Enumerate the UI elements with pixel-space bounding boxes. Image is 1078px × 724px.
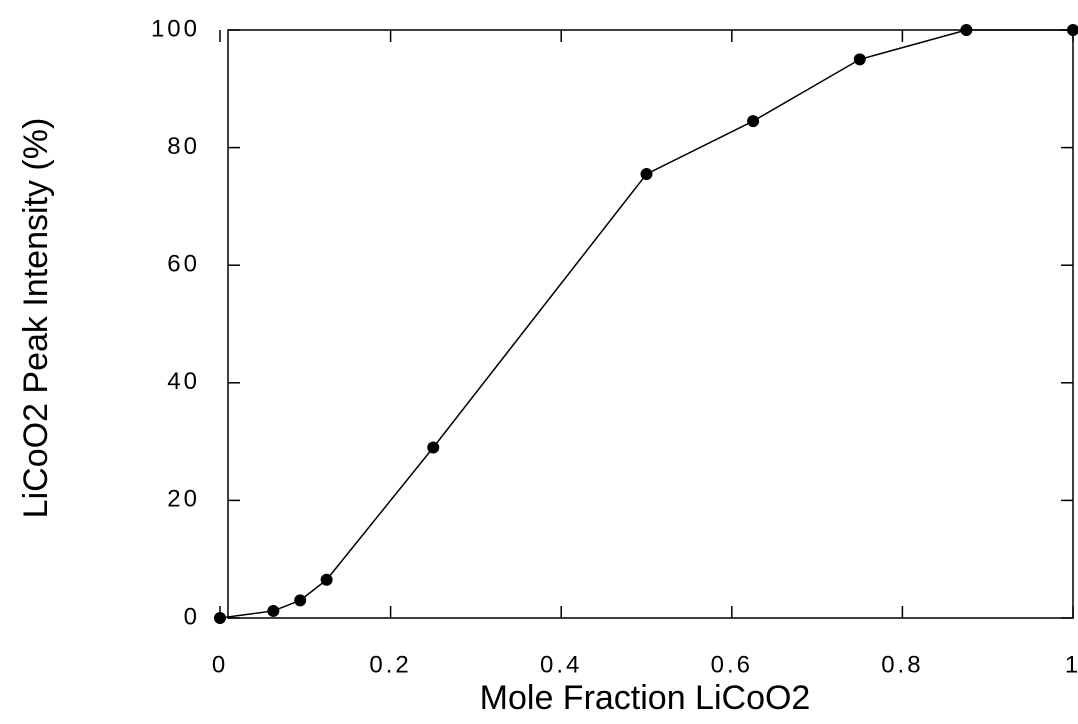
x-tick-label: 0.4 xyxy=(540,651,582,678)
y-axis-label: LiCoO2 Peak Intensity (%) xyxy=(17,118,55,519)
plot-frame xyxy=(227,29,1074,619)
x-tick-label: 0 xyxy=(212,651,228,678)
data-point xyxy=(853,53,866,66)
x-tick-label: 0.8 xyxy=(881,651,923,678)
y-tick-label: 40 xyxy=(167,368,200,395)
data-point xyxy=(294,594,307,607)
x-axis-label: Mole Fraction LiCoO2 xyxy=(480,679,811,717)
data-point xyxy=(427,441,440,454)
data-point xyxy=(747,115,760,128)
y-tick-label: 20 xyxy=(167,486,200,513)
data-point xyxy=(640,168,653,181)
data-point xyxy=(1067,24,1078,36)
data-point xyxy=(214,612,226,624)
x-tick-label: 0.2 xyxy=(369,651,411,678)
data-point xyxy=(960,24,973,36)
y-tick-label: 80 xyxy=(167,133,200,160)
series-line xyxy=(219,29,1073,619)
y-tick-label: 100 xyxy=(151,15,200,42)
data-point xyxy=(267,604,280,617)
data-point xyxy=(320,573,333,586)
y-tick-label: 0 xyxy=(184,603,200,630)
x-tick-label: 1 xyxy=(1065,651,1078,678)
y-tick-label: 60 xyxy=(167,251,200,278)
x-tick-label: 0.6 xyxy=(711,651,753,678)
